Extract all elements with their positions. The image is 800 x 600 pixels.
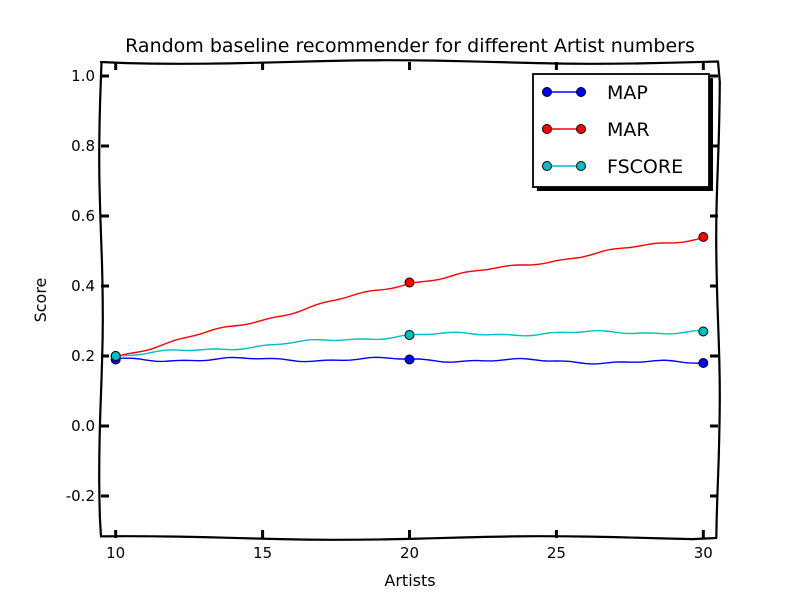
legend-box xyxy=(532,73,710,188)
data-point-map xyxy=(404,354,415,365)
x-axis-label: Artists xyxy=(384,571,435,590)
legend-label-mar: MAR xyxy=(607,119,650,141)
legend-label-map: MAP xyxy=(607,82,648,104)
legend: MAP MAR FSCORE xyxy=(532,73,713,191)
plot-frame xyxy=(98,59,721,541)
y-axis-label: Score xyxy=(31,278,50,323)
legend-marker-fscore xyxy=(576,161,586,171)
legend-label-fscore: FSCORE xyxy=(607,156,683,178)
x-tick-label: 20 xyxy=(400,544,419,562)
legend-marker-fscore xyxy=(542,161,552,171)
x-tick-label: 30 xyxy=(694,544,713,562)
data-point-fscore xyxy=(404,330,415,340)
x-tick-label: 15 xyxy=(253,544,272,562)
data-point-fscore xyxy=(698,326,709,337)
y-tick-label: 0.0 xyxy=(71,417,95,435)
data-point-mar xyxy=(404,277,415,288)
legend-marker-map xyxy=(576,87,586,97)
data-point-mar xyxy=(698,232,709,242)
axis-ticks: 10 15 20 25 30 -0.2 0.0 0.2 0.4 0.6 0.8 1.0 xyxy=(66,62,718,562)
y-tick-label: 1.0 xyxy=(71,67,95,85)
data-point-fscore xyxy=(110,351,121,361)
chart-title: Random baseline recommender for differen… xyxy=(125,35,695,57)
legend-marker-mar xyxy=(576,124,586,134)
legend-marker-mar xyxy=(542,124,552,134)
series-layer xyxy=(110,232,709,368)
y-tick-label: 0.8 xyxy=(71,137,95,155)
legend-marker-map xyxy=(542,87,552,97)
y-tick-label: -0.2 xyxy=(66,487,95,505)
y-tick-label: 0.2 xyxy=(71,347,95,365)
y-tick-label: 0.6 xyxy=(71,207,95,225)
x-tick-label: 10 xyxy=(106,544,125,562)
y-tick-label: 0.4 xyxy=(71,277,95,295)
x-tick-label: 25 xyxy=(547,544,566,562)
data-point-map xyxy=(698,358,709,368)
